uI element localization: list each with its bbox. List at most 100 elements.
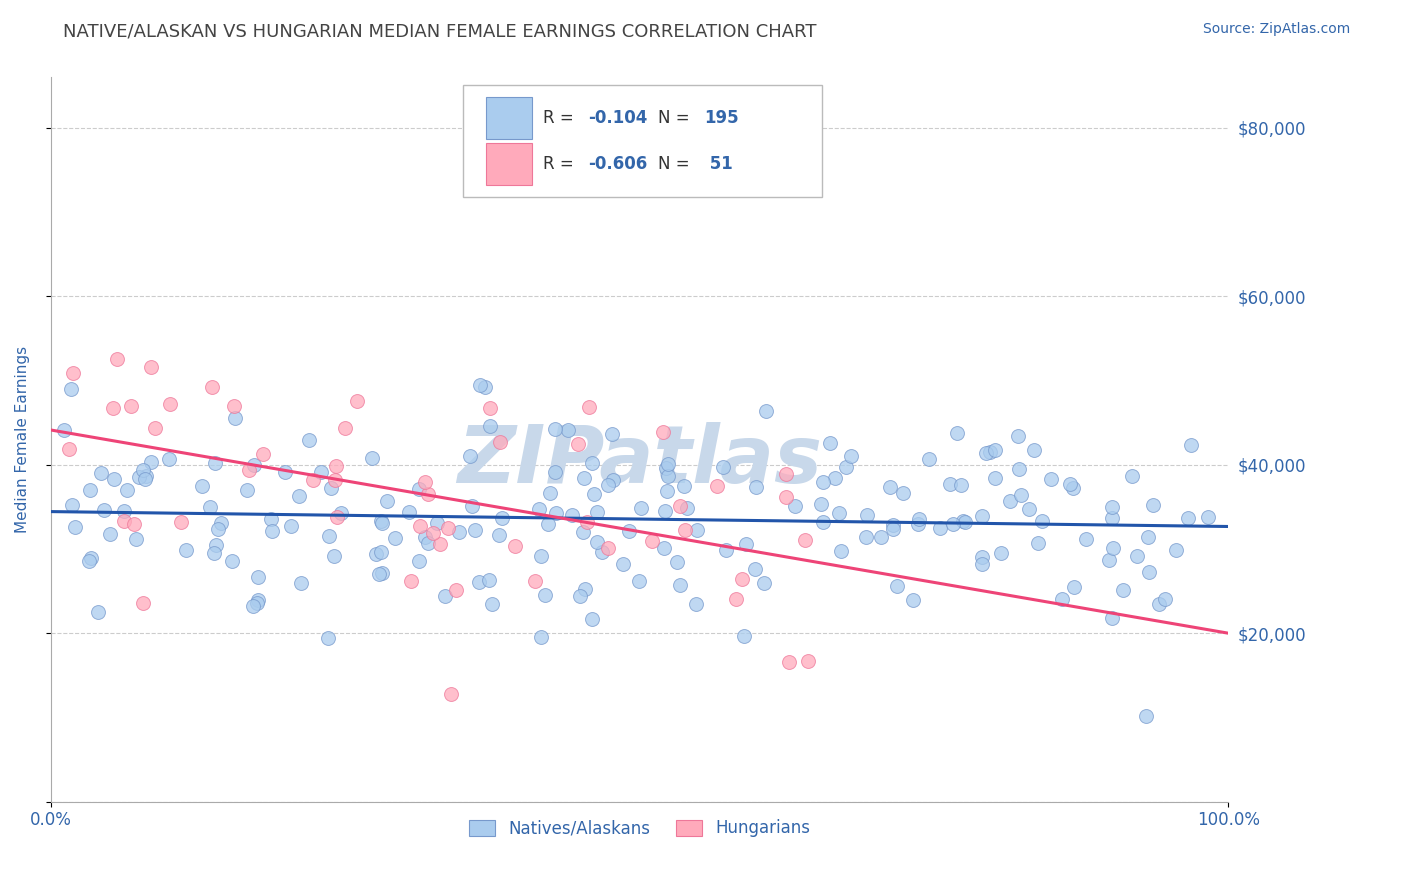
Point: [204, 456, 226, 470]
Point: [246, 596, 269, 610]
Point: [654, 504, 676, 518]
Point: [886, 579, 908, 593]
Point: [581, 611, 603, 625]
Point: [666, 555, 689, 569]
Text: R =: R =: [543, 154, 579, 173]
Point: [159, 397, 181, 411]
Point: [80, 550, 103, 565]
Point: [952, 514, 974, 528]
Point: [368, 567, 391, 582]
Point: [260, 512, 283, 526]
Point: [596, 477, 619, 491]
Point: [115, 483, 138, 497]
Point: [686, 523, 709, 537]
FancyBboxPatch shape: [486, 143, 533, 185]
Point: [882, 518, 904, 533]
Text: N =: N =: [658, 154, 696, 173]
Point: [63, 520, 86, 534]
Point: [828, 506, 851, 520]
Point: [778, 655, 800, 669]
Point: [207, 522, 229, 536]
Point: [574, 471, 596, 485]
Point: [775, 490, 797, 504]
Point: [970, 550, 993, 565]
Point: [811, 515, 834, 529]
Point: [630, 501, 652, 516]
Point: [418, 536, 440, 550]
Point: [112, 504, 135, 518]
Point: [583, 486, 606, 500]
Point: [546, 506, 568, 520]
Point: [468, 574, 491, 589]
Text: -0.104: -0.104: [588, 109, 647, 127]
Point: [534, 588, 557, 602]
Point: [491, 511, 513, 525]
Point: [1137, 530, 1160, 544]
Point: [122, 516, 145, 531]
Point: [447, 524, 470, 539]
Point: [446, 583, 468, 598]
Point: [907, 516, 929, 531]
Point: [170, 515, 193, 529]
Point: [503, 540, 526, 554]
Point: [242, 599, 264, 614]
Point: [131, 596, 153, 610]
Point: [290, 575, 312, 590]
Point: [1180, 438, 1202, 452]
Point: [882, 522, 904, 536]
Point: [572, 525, 595, 540]
Point: [1142, 498, 1164, 512]
Point: [309, 465, 332, 479]
Point: [174, 543, 197, 558]
Point: [974, 445, 997, 459]
Point: [1112, 583, 1135, 598]
Point: [972, 557, 994, 571]
Point: [783, 500, 806, 514]
Point: [744, 562, 766, 576]
Point: [1062, 481, 1084, 495]
Point: [839, 450, 862, 464]
Point: [1154, 592, 1177, 607]
Point: [669, 577, 692, 591]
Point: [1000, 493, 1022, 508]
Point: [125, 532, 148, 546]
Point: [319, 482, 342, 496]
Point: [361, 450, 384, 465]
FancyBboxPatch shape: [486, 97, 533, 139]
Point: [90, 466, 112, 480]
Point: [891, 486, 914, 500]
Point: [530, 631, 553, 645]
Point: [120, 399, 142, 413]
Point: [586, 505, 609, 519]
Point: [1059, 476, 1081, 491]
Point: [949, 478, 972, 492]
Point: [945, 426, 967, 441]
Point: [224, 399, 246, 413]
Point: [652, 425, 675, 439]
Point: [409, 519, 432, 533]
Point: [318, 631, 340, 645]
Point: [1101, 611, 1123, 625]
Point: [818, 436, 841, 450]
Point: [131, 463, 153, 477]
Point: [93, 502, 115, 516]
Point: [1007, 429, 1029, 443]
Point: [1040, 472, 1063, 486]
Point: [62, 366, 84, 380]
Point: [917, 451, 939, 466]
Point: [1063, 580, 1085, 594]
Point: [370, 514, 392, 528]
Point: [706, 479, 728, 493]
FancyBboxPatch shape: [463, 85, 823, 197]
Point: [942, 516, 965, 531]
Point: [481, 597, 503, 611]
Point: [714, 542, 737, 557]
Point: [79, 554, 101, 568]
Point: [364, 547, 387, 561]
Point: [870, 530, 893, 544]
Point: [302, 473, 325, 487]
Point: [318, 529, 340, 543]
Point: [527, 502, 550, 516]
Point: [325, 474, 347, 488]
Text: 51: 51: [704, 154, 733, 173]
